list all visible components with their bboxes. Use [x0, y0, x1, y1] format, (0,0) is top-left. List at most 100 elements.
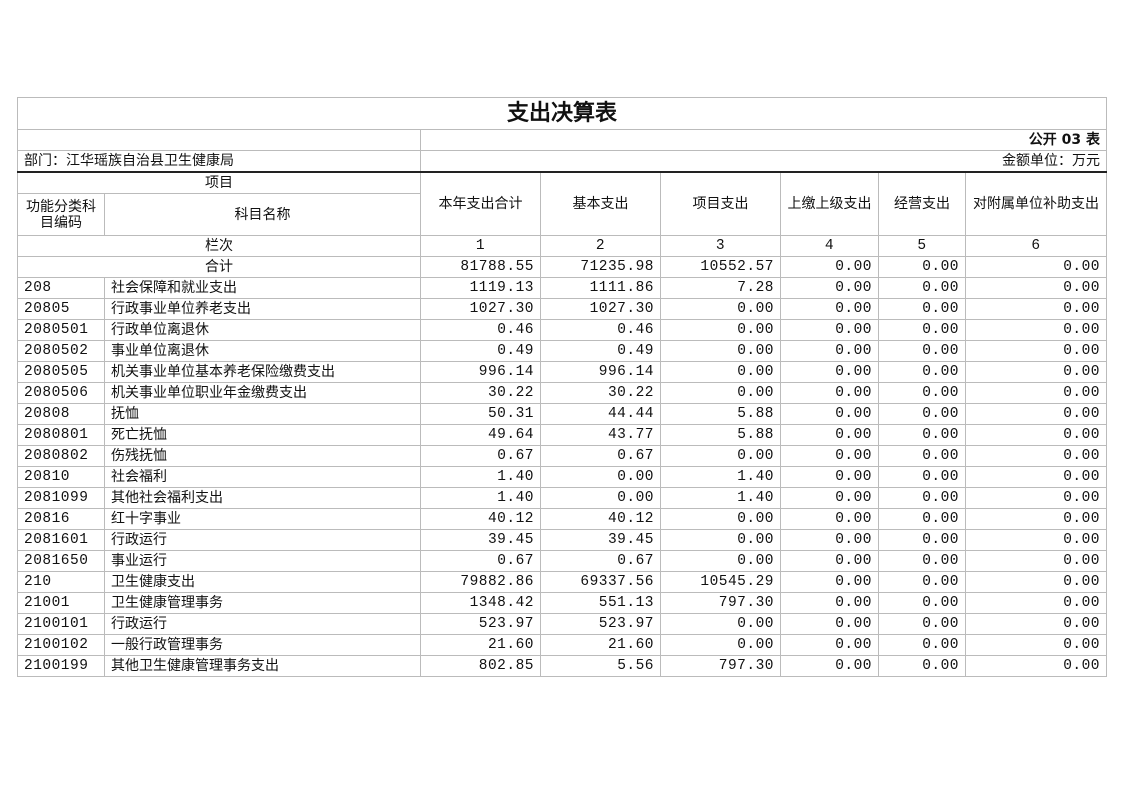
amount-cell: 1119.13: [420, 277, 541, 299]
amount-cell: 0.00: [780, 403, 879, 425]
subject-name: 机关事业单位职业年金缴费支出: [104, 382, 421, 404]
amount-cell: 43.77: [540, 424, 661, 446]
amount-cell: 0.00: [964, 592, 1108, 614]
total-value: 81788.55: [420, 256, 541, 278]
amount-cell: 0.00: [780, 424, 879, 446]
amount-cell: 0.46: [420, 319, 541, 341]
column-index: 6: [964, 235, 1108, 257]
amount-cell: 0.00: [964, 466, 1108, 488]
subject-name: 行政事业单位养老支出: [104, 298, 421, 320]
amount-cell: 996.14: [420, 361, 541, 383]
table-row: 2080506 机关事业单位职业年金缴费支出 30.22 30.22 0.00 0.00 0…: [17, 382, 1108, 404]
amount-cell: 0.00: [964, 361, 1108, 383]
amount-cell: 0.00: [780, 529, 879, 551]
amount-cell: 0.00: [964, 487, 1108, 509]
subject-code: 208: [17, 277, 105, 299]
amount-cell: 39.45: [540, 529, 661, 551]
subject-name: 一般行政管理事务: [104, 634, 421, 656]
subject-code: 2080505: [17, 361, 105, 383]
amount-cell: 0.00: [878, 613, 966, 635]
amount-cell: 0.00: [660, 382, 781, 404]
subject-code: 2080502: [17, 340, 105, 362]
amount-cell: 0.00: [660, 508, 781, 530]
amount-cell: 1348.42: [420, 592, 541, 614]
total-label: 合计: [17, 256, 421, 278]
amount-cell: 10545.29: [660, 571, 781, 593]
amount-cell: 0.00: [780, 382, 879, 404]
subject-name: 行政运行: [104, 529, 421, 551]
amount-cell: 0.00: [780, 655, 879, 677]
subject-name: 行政单位离退休: [104, 319, 421, 341]
amount-cell: 0.00: [964, 571, 1108, 593]
amount-cell: 0.00: [780, 319, 879, 341]
amount-cell: 40.12: [540, 508, 661, 530]
subject-name: 卫生健康支出: [104, 571, 421, 593]
column-index-label: 栏次: [17, 235, 421, 257]
subject-code: 20816: [17, 508, 105, 530]
total-value: 0.00: [780, 256, 879, 278]
subject-code: 2080801: [17, 424, 105, 446]
amount-cell: 0.00: [660, 340, 781, 362]
amount-cell: 50.31: [420, 403, 541, 425]
column-index: 1: [420, 235, 541, 257]
amount-cell: 0.00: [964, 508, 1108, 530]
amount-cell: 5.56: [540, 655, 661, 677]
table-row: 20808 抚恤 50.31 44.44 5.88 0.00 0.00 0.00: [17, 403, 1108, 425]
total-row: 合计 81788.55 71235.98 10552.57 0.00 0.00 …: [17, 256, 1108, 278]
amount-cell: 0.00: [964, 424, 1108, 446]
subject-name: 事业运行: [104, 550, 421, 572]
amount-cell: 0.00: [660, 298, 781, 320]
amount-cell: 0.00: [780, 466, 879, 488]
table-row: 21001 卫生健康管理事务 1348.42 551.13 797.30 0.00 0.00…: [17, 592, 1108, 614]
amount-cell: 69337.56: [540, 571, 661, 593]
amount-cell: 0.46: [540, 319, 661, 341]
amount-cell: 5.88: [660, 403, 781, 425]
table-row: 2080802 伤残抚恤 0.67 0.67 0.00 0.00 0.00 0.00: [17, 445, 1108, 467]
header-col5: 经营支出: [878, 171, 966, 236]
subject-code: 2080802: [17, 445, 105, 467]
subject-code: 20808: [17, 403, 105, 425]
amount-cell: 0.00: [964, 319, 1108, 341]
table-number: 公开 03 表: [419, 129, 1108, 151]
table-row: 2081601 行政运行 39.45 39.45 0.00 0.00 0.00 0.00: [17, 529, 1108, 551]
amount-cell: 1027.30: [540, 298, 661, 320]
column-index: 4: [780, 235, 879, 257]
page-title: 支出决算表: [16, 97, 1108, 130]
column-index: 3: [660, 235, 781, 257]
subject-name: 红十字事业: [104, 508, 421, 530]
amount-cell: 0.00: [964, 613, 1108, 635]
amount-cell: 0.00: [964, 340, 1108, 362]
table-row: 2100199 其他卫生健康管理事务支出 802.85 5.56 797.30 0.00 0…: [17, 655, 1108, 677]
amount-cell: 0.00: [878, 655, 966, 677]
amount-cell: 0.00: [780, 340, 879, 362]
amount-cell: 0.00: [878, 361, 966, 383]
amount-cell: 0.00: [780, 277, 879, 299]
expenditure-table: 支出决算表 公开 03 表 部门：江华瑶族自治县卫生健康局 金额单位：万元 项目 …: [16, 97, 1108, 677]
subject-code: 2081650: [17, 550, 105, 572]
amount-cell: 996.14: [540, 361, 661, 383]
amount-cell: 0.00: [878, 277, 966, 299]
subject-code: 2080506: [17, 382, 105, 404]
subject-name: 社会保障和就业支出: [104, 277, 421, 299]
table-row: 2100102 一般行政管理事务 21.60 21.60 0.00 0.00 0.00 0.0…: [17, 634, 1108, 656]
amount-cell: 0.49: [540, 340, 661, 362]
amount-cell: 0.00: [878, 340, 966, 362]
table-row: 208 社会保障和就业支出 1119.13 1111.86 7.28 0.00 0.00 0.…: [17, 277, 1108, 299]
amount-cell: 0.00: [780, 613, 879, 635]
amount-cell: 0.00: [878, 508, 966, 530]
amount-cell: 0.00: [964, 634, 1108, 656]
amount-cell: 802.85: [420, 655, 541, 677]
subject-code: 20810: [17, 466, 105, 488]
amount-cell: 0.00: [540, 466, 661, 488]
header-col4: 上缴上级支出: [780, 171, 879, 236]
amount-cell: 0.00: [964, 277, 1108, 299]
subject-name: 事业单位离退休: [104, 340, 421, 362]
amount-cell: 0.00: [878, 445, 966, 467]
subject-code: 21001: [17, 592, 105, 614]
table-row: 2100101 行政运行 523.97 523.97 0.00 0.00 0.00 0.00: [17, 613, 1108, 635]
amount-cell: 49.64: [420, 424, 541, 446]
amount-cell: 523.97: [420, 613, 541, 635]
amount-cell: 0.00: [660, 550, 781, 572]
amount-cell: 0.00: [780, 487, 879, 509]
amount-cell: 0.00: [780, 550, 879, 572]
